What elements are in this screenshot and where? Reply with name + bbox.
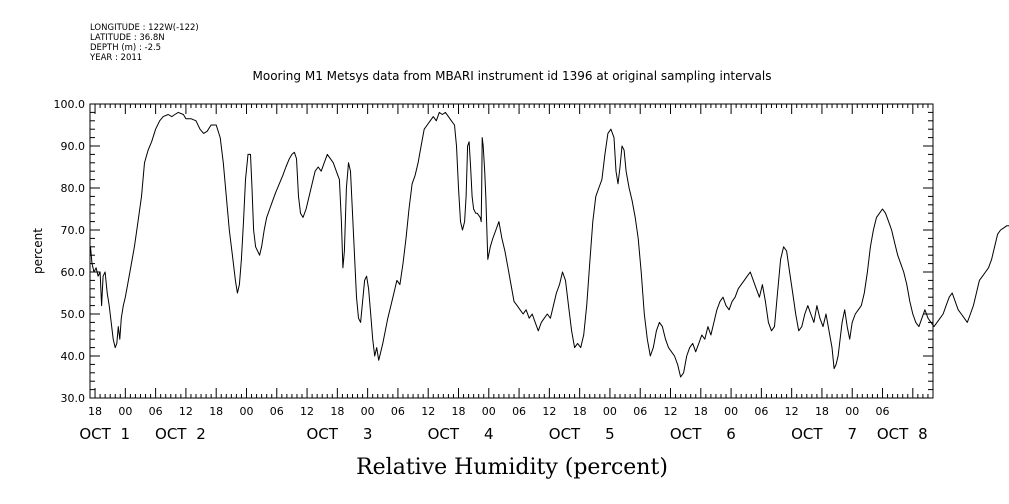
x-hour-label: 12 [300, 405, 314, 418]
x-hour-label: 12 [179, 405, 193, 418]
x-day-label: 8 [918, 425, 928, 443]
x-day-label: OCT [155, 425, 187, 443]
x-hour-label: 12 [421, 405, 435, 418]
meta-longitude: LONGITUDE : 122W(-122) [90, 23, 199, 33]
x-axis: 18 00 06 12 18 00 06 12 18 00 06 12 18 00 06 12 18 00 06 12… [79, 104, 934, 443]
x-hour-label: 06 [512, 405, 526, 418]
series-layer [90, 111, 1009, 378]
x-hour-label: 00 [239, 405, 253, 418]
x-hour-label: 18 [451, 405, 465, 418]
x-hour-label: 06 [270, 405, 284, 418]
x-hour-label: 12 [664, 405, 678, 418]
x-hour-label: 00 [724, 405, 738, 418]
x-hour-label: 00 [118, 405, 132, 418]
y-tick-label: 40.0 [61, 350, 86, 363]
x-day-label: 3 [363, 425, 373, 443]
x-hour-label: 06 [754, 405, 768, 418]
y-axis: 30.0 40.0 50.0 60.0 70.0 80.0 90.0 100.0 [54, 98, 933, 405]
series-line-0 [90, 111, 1009, 378]
x-hour-label: 06 [391, 405, 405, 418]
x-hour-label: 06 [633, 405, 647, 418]
x-hour-label: 00 [603, 405, 617, 418]
x-day-label: OCT [428, 425, 460, 443]
x-day-label: 5 [605, 425, 615, 443]
x-day-label: OCT [79, 425, 111, 443]
meta-depth: DEPTH (m) : -2.5 [90, 43, 161, 53]
y-tick-label: 80.0 [61, 182, 86, 195]
x-day-label: OCT [791, 425, 823, 443]
x-day-label: OCT [549, 425, 581, 443]
x-hour-label: 18 [694, 405, 708, 418]
meta-latitude: LATITUDE : 36.8N [90, 33, 165, 43]
y-tick-label: 90.0 [61, 140, 86, 153]
y-axis-label: percent [31, 228, 45, 274]
x-day-label: 1 [121, 425, 131, 443]
x-day-label: 4 [484, 425, 494, 443]
y-tick-label: 70.0 [61, 224, 86, 237]
y-tick-label: 100.0 [54, 98, 86, 111]
y-tick-label: 60.0 [61, 266, 86, 279]
x-day-label: OCT [306, 425, 338, 443]
meta-year: YEAR : 2011 [89, 53, 142, 63]
x-hour-label: 06 [149, 405, 163, 418]
x-hour-label: 18 [815, 405, 829, 418]
x-hour-label: 00 [482, 405, 496, 418]
x-day-label: 2 [196, 425, 206, 443]
x-hour-label: 12 [542, 405, 556, 418]
y-tick-label: 30.0 [61, 392, 86, 405]
x-hour-label: 12 [785, 405, 799, 418]
x-hour-label: 18 [330, 405, 344, 418]
x-hour-label: 18 [209, 405, 223, 418]
x-hour-label: 18 [573, 405, 587, 418]
x-day-label: OCT [877, 425, 909, 443]
x-hour-label: 18 [88, 405, 102, 418]
x-day-label: 6 [726, 425, 736, 443]
plot-frame [89, 103, 934, 399]
chart-title: Mooring M1 Metsys data from MBARI instru… [253, 69, 772, 83]
x-axis-label: Relative Humidity (percent) [356, 455, 668, 480]
x-day-label: OCT [670, 425, 702, 443]
x-hour-label: 06 [876, 405, 890, 418]
y-tick-label: 50.0 [61, 308, 86, 321]
x-day-label: 7 [847, 425, 857, 443]
x-hour-label: 00 [361, 405, 375, 418]
x-hour-label: 00 [845, 405, 859, 418]
